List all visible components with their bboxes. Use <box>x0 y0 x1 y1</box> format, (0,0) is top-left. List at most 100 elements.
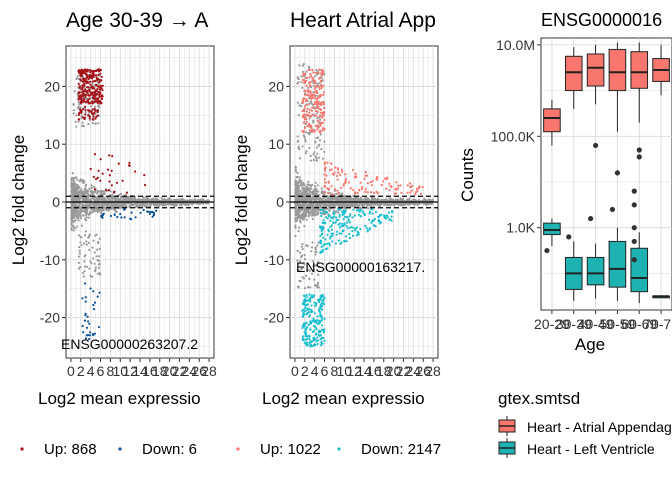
ma1-point <box>101 205 104 208</box>
ma2-point <box>297 286 300 289</box>
ma2-point <box>304 100 307 103</box>
ma2-point <box>390 215 393 218</box>
ma2-point <box>335 203 338 206</box>
ma1-point <box>182 202 185 205</box>
ma2-point <box>297 185 300 188</box>
ma2-point <box>312 93 315 96</box>
ma2-point <box>320 101 323 104</box>
ma1-point <box>72 103 75 106</box>
ma2-point <box>314 109 317 113</box>
ma2-point <box>349 197 352 200</box>
ma2-point <box>352 197 355 200</box>
ma1-point <box>88 89 91 92</box>
ma2-point <box>388 211 391 214</box>
ma2-point <box>306 94 309 97</box>
ma1-point <box>101 172 104 175</box>
ma2-point <box>344 215 347 219</box>
ma1-point <box>75 183 78 187</box>
ma1-point <box>151 215 154 218</box>
ma2-point <box>297 188 300 191</box>
ma2-point <box>340 224 343 227</box>
ma2-point <box>323 339 326 342</box>
ma2-point <box>390 185 393 189</box>
ma2-point <box>295 175 298 179</box>
ma2-point <box>341 204 344 207</box>
ma2-point <box>305 76 308 79</box>
ma2-point <box>315 197 318 200</box>
ma1-point <box>96 87 99 90</box>
ma1-point <box>143 174 146 177</box>
ma2-point <box>344 177 347 181</box>
ma2-point <box>314 155 317 158</box>
ma1-point <box>82 182 85 185</box>
ma2-ytick-label: 0 <box>276 194 284 210</box>
ma1-point <box>73 197 77 200</box>
ma2-point <box>386 176 389 179</box>
ma2-point <box>328 242 331 245</box>
ma1-point <box>146 210 149 213</box>
ma2-point <box>294 224 297 227</box>
ma1-point <box>89 287 92 290</box>
ma2-point <box>297 226 301 229</box>
ma1-point <box>91 77 94 80</box>
ma2-point <box>303 313 306 316</box>
ma1-point <box>133 197 136 200</box>
ma1-point <box>141 204 144 207</box>
ma2-point <box>315 302 318 305</box>
ma2-point <box>320 302 323 305</box>
ma2-point <box>360 186 364 189</box>
ma2-point <box>358 189 361 192</box>
ma2-point <box>303 324 306 327</box>
ma1-point <box>83 69 86 72</box>
ma2-point <box>295 219 298 223</box>
ma2-point <box>301 218 305 221</box>
ma2-point <box>326 161 329 164</box>
ma1-point <box>125 191 129 194</box>
ma1-point <box>147 205 150 208</box>
ma2-point <box>318 321 321 324</box>
ma1-point <box>102 199 105 202</box>
ma1-ytick-label: -20 <box>40 310 60 326</box>
ma2-point <box>303 195 306 198</box>
ma1-xtick-label: 10 <box>112 363 128 379</box>
ma2-point <box>305 191 308 194</box>
ma1-point <box>99 179 102 182</box>
ma2-point <box>309 72 312 76</box>
ma2-point <box>301 243 304 246</box>
box-panel <box>540 37 672 311</box>
ma2-point <box>319 197 322 200</box>
ma2-point <box>415 191 418 194</box>
ma1-xtick-label: 18 <box>152 363 168 379</box>
ma1-point <box>94 190 97 193</box>
ma2-point <box>322 302 325 305</box>
ma2-point <box>327 228 330 231</box>
ma1-xtick-label: 12 <box>122 363 138 379</box>
ma1-point <box>96 85 100 88</box>
ma1-point <box>77 69 81 72</box>
ma1-point <box>99 102 102 105</box>
ma1-point <box>89 83 92 86</box>
ma1-point <box>93 107 96 110</box>
ma2-point <box>319 95 322 98</box>
ma1-point <box>75 125 78 128</box>
ma2-point <box>348 226 351 229</box>
ma1-point <box>80 124 84 127</box>
ma1-point <box>79 194 82 197</box>
ma1-point <box>79 241 82 244</box>
ma2-point <box>367 207 370 210</box>
ma1-point <box>83 105 87 108</box>
ma1-point <box>84 314 87 317</box>
ma2-point <box>330 162 333 165</box>
ma2-point <box>342 218 345 221</box>
box-outlier <box>631 257 637 263</box>
box-outlier <box>631 188 637 194</box>
ma2-point <box>314 185 317 188</box>
ma1-point <box>82 89 85 92</box>
ma2-point <box>323 150 326 153</box>
ma1-point <box>94 122 97 125</box>
ma2-point <box>307 311 310 314</box>
ma1-point <box>92 303 95 307</box>
legend-key-dot <box>337 447 341 451</box>
